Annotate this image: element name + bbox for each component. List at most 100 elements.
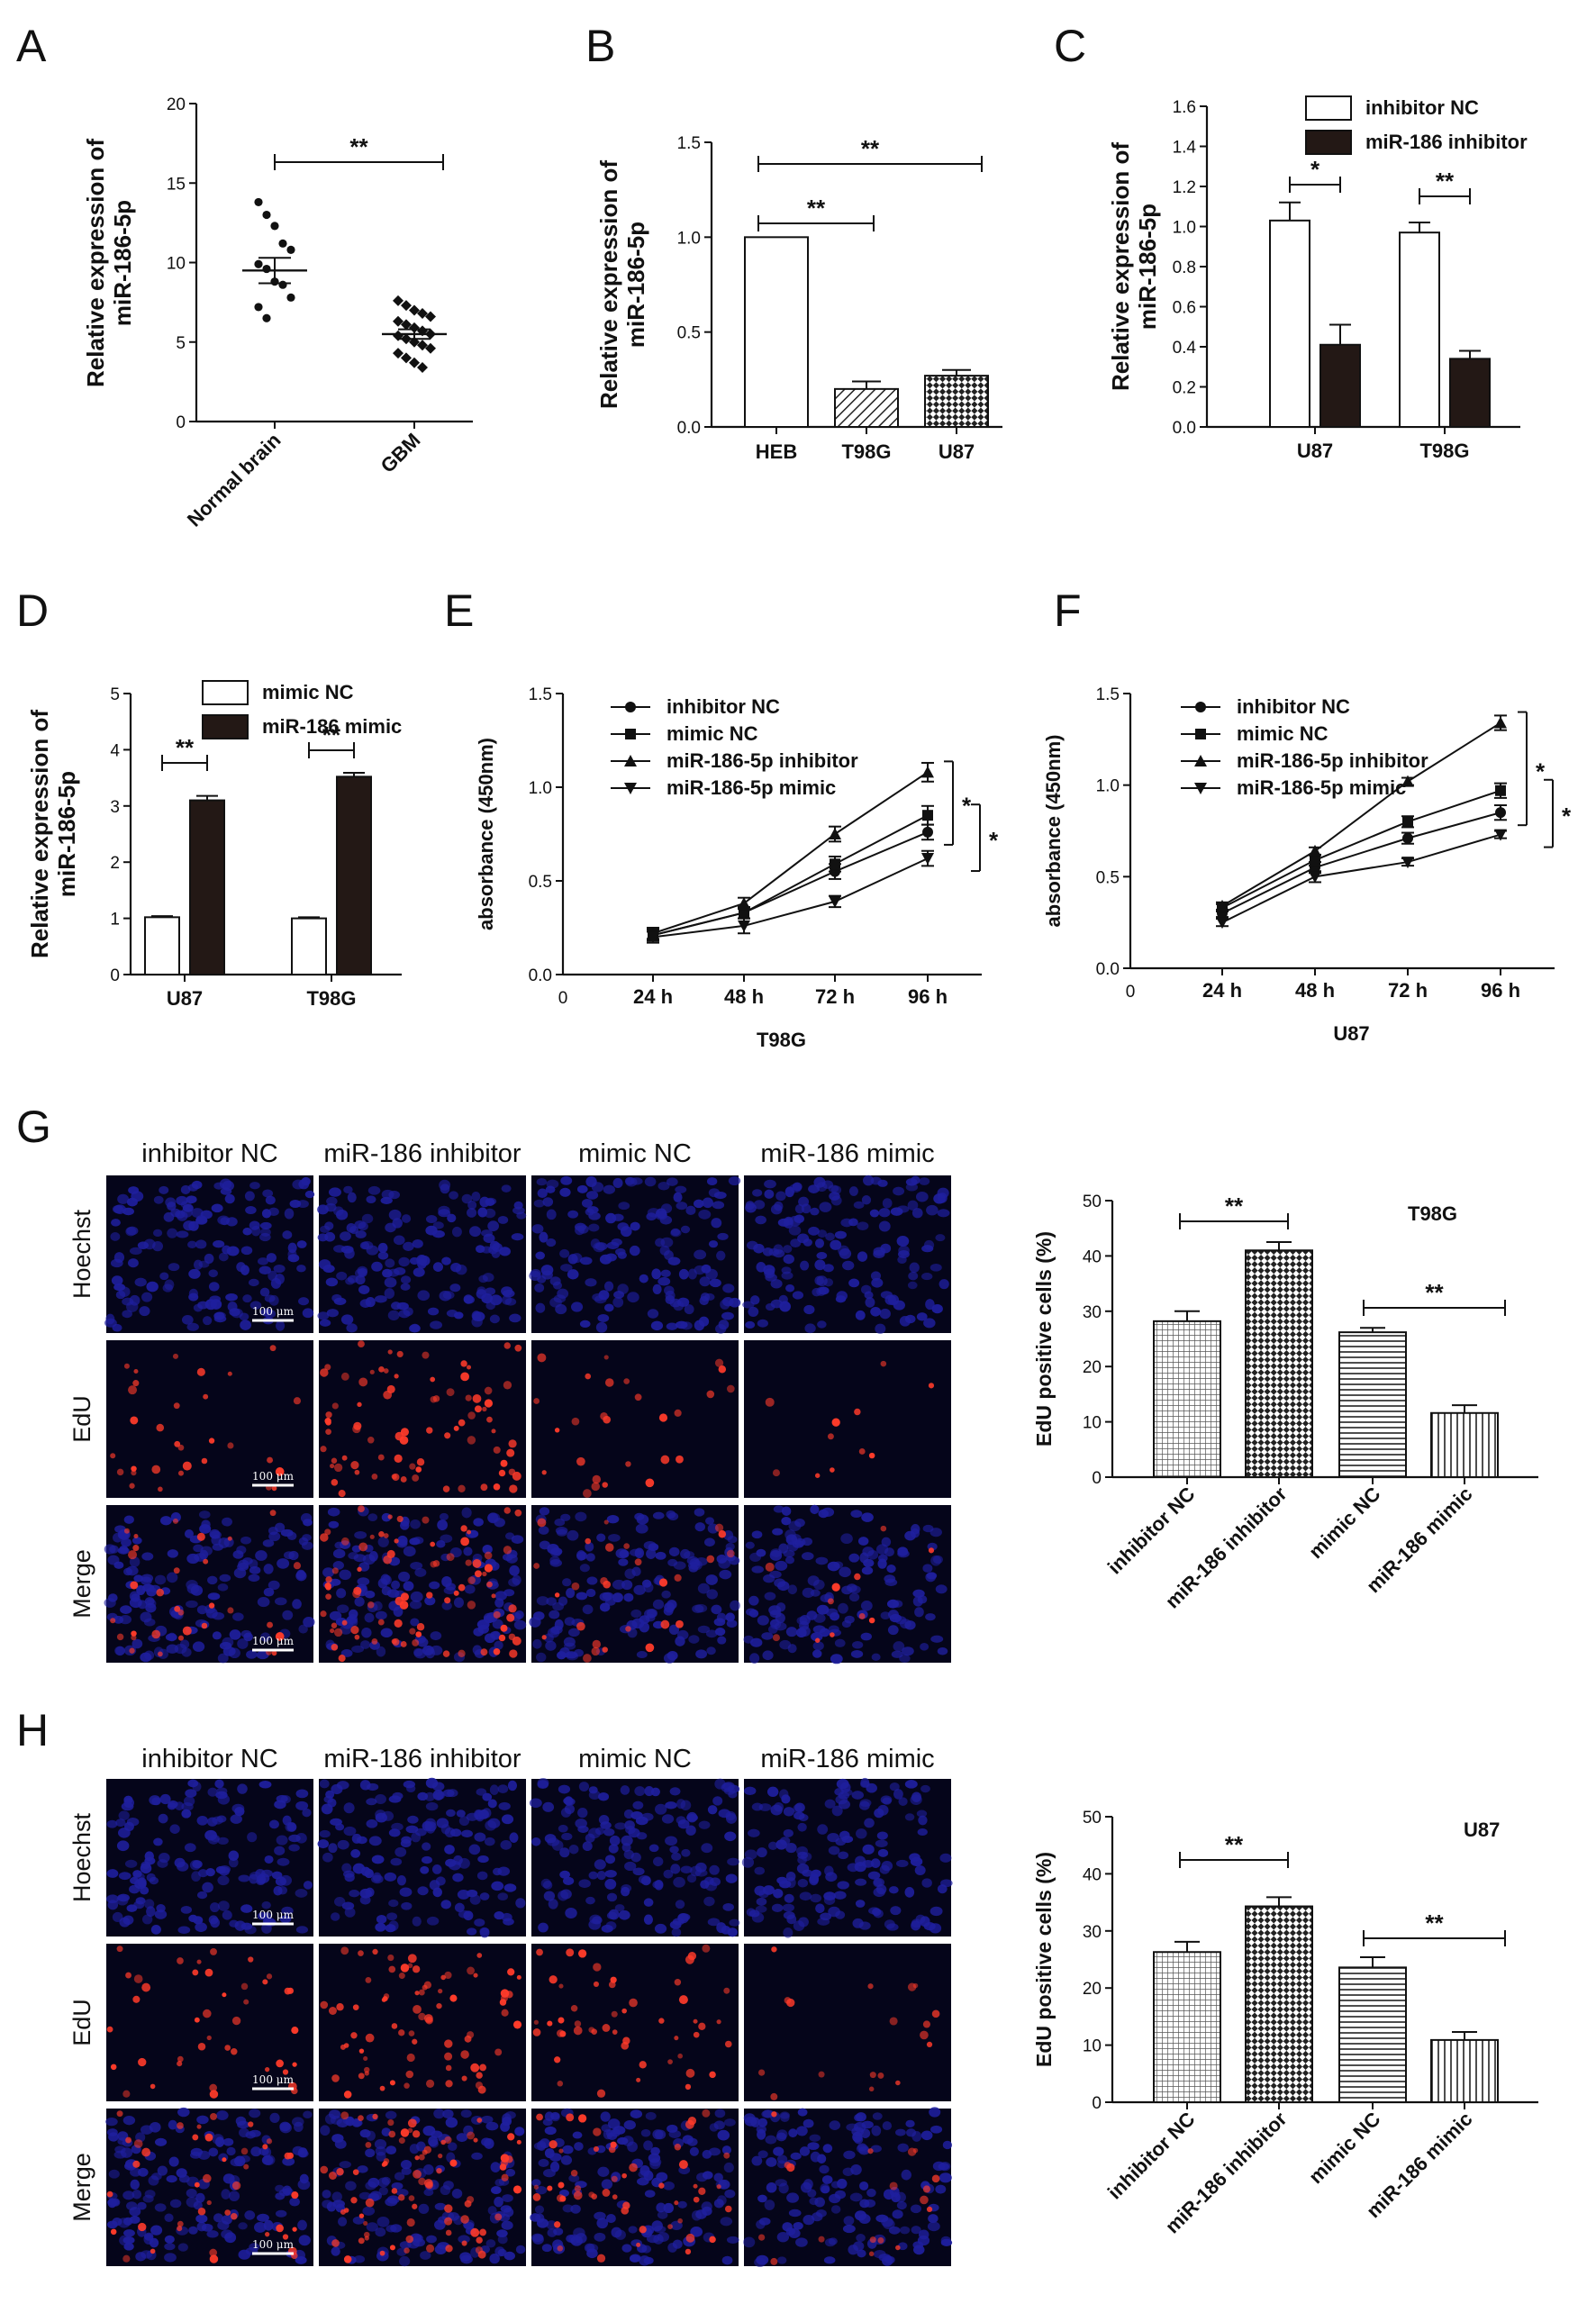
nucleus-blue — [296, 1240, 307, 1248]
nucleus-blue — [469, 1894, 481, 1905]
nucleus-blue — [119, 1545, 129, 1554]
nucleus-red — [486, 1416, 493, 1423]
nucleus-blue — [541, 2244, 552, 2253]
nucleus-blue — [821, 1507, 835, 1518]
nucleus-red — [467, 2196, 475, 2204]
nucleus-blue — [322, 1567, 335, 1578]
x-tick-label: 72 h — [815, 985, 855, 1008]
nucleus-blue — [535, 1302, 546, 1313]
nucleus-blue — [106, 1819, 118, 1828]
nucleus-red — [685, 2233, 695, 2243]
nucleus-blue — [207, 1592, 221, 1601]
micrograph-row-label: Hoechst — [68, 1209, 95, 1299]
nucleus-blue — [650, 1320, 664, 1331]
nucleus-blue — [904, 1887, 915, 1898]
nucleus-blue — [873, 1878, 883, 1888]
bar — [1245, 1249, 1313, 1479]
nucleus-blue — [354, 1596, 365, 1607]
nucleus-red — [706, 1390, 715, 1399]
x-category-label: inhibitor NC — [1103, 2108, 1200, 2204]
nucleus-blue — [781, 1794, 791, 1804]
nucleus-blue — [835, 1794, 848, 1805]
nucleus-red — [482, 1571, 487, 1577]
nucleus-blue — [726, 1619, 738, 1628]
nucleus-blue — [269, 2112, 280, 2124]
nucleus-red — [330, 1463, 335, 1469]
nucleus-blue — [232, 1612, 244, 1621]
nucleus-red — [331, 1479, 339, 1486]
nucleus-red — [533, 1398, 540, 1404]
nucleus-blue — [560, 1175, 573, 1185]
nucleus-red — [784, 1997, 792, 2004]
nucleus-red — [926, 2206, 933, 2213]
nucleus-blue — [578, 1782, 590, 1792]
nucleus-red — [460, 2215, 469, 2224]
nucleus-blue — [676, 1816, 686, 1825]
nucleus-blue — [188, 2226, 198, 2235]
nucleus-blue — [345, 2181, 357, 2191]
micrograph-image — [530, 2108, 739, 2266]
nucleus-red — [276, 2224, 284, 2233]
nucleus-blue — [657, 1276, 671, 1286]
nucleus-blue — [794, 1537, 806, 1546]
nucleus-blue — [559, 1187, 571, 1197]
legend-label: inhibitor NC — [1237, 695, 1350, 718]
nucleus-blue — [667, 2124, 678, 2133]
nucleus-red — [438, 2153, 443, 2159]
nucleus-blue — [286, 1822, 297, 1832]
nucleus-red — [209, 2090, 219, 2099]
nucleus-blue — [925, 1613, 936, 1621]
nucleus-blue — [359, 1895, 371, 1905]
nucleus-blue — [857, 1537, 869, 1546]
nucleus-blue — [937, 1884, 948, 1894]
nucleus-red — [596, 2254, 606, 2263]
nucleus-blue — [332, 1561, 345, 1570]
nucleus-blue — [630, 1811, 643, 1820]
x-category-label: U87 — [1297, 440, 1333, 462]
nucleus-red — [320, 2000, 329, 2009]
nucleus-blue — [698, 1820, 711, 1829]
nucleus-red — [208, 1438, 215, 1444]
nucleus-blue — [144, 2232, 154, 2241]
nucleus-blue — [650, 1787, 660, 1797]
nucleus-blue — [108, 2169, 120, 2179]
nucleus-blue — [783, 1245, 793, 1254]
nucleus-red — [400, 1641, 407, 1647]
nucleus-blue — [167, 1549, 178, 1558]
nucleus-red — [203, 1393, 209, 1400]
nucleus-red — [475, 2082, 484, 2090]
nucleus-blue — [198, 1510, 211, 1519]
nucleus-blue — [757, 2118, 768, 2127]
nucleus-blue — [385, 1222, 396, 1233]
nucleus-red — [206, 2200, 212, 2206]
nucleus-blue — [799, 1891, 812, 1901]
nucleus-blue — [702, 1197, 713, 1209]
nucleus-red — [602, 2189, 611, 2197]
nucleus-blue — [721, 1311, 734, 1320]
nucleus-blue — [222, 1909, 232, 1920]
nucleus-red — [133, 1368, 139, 1374]
nucleus-blue — [225, 1217, 238, 1227]
nucleus-blue — [187, 1240, 197, 1249]
nucleus-red — [698, 2022, 706, 2030]
y-axis-title-line: miR-186-5p — [53, 771, 80, 897]
y-tick-label: 30 — [1083, 1303, 1102, 1322]
nucleus-red — [358, 1377, 368, 1387]
nucleus-blue — [875, 1839, 888, 1848]
nucleus-red — [399, 1601, 409, 1610]
nucleus-red — [506, 1613, 515, 1622]
nucleus-blue — [827, 1833, 839, 1843]
nucleus-blue — [514, 1610, 524, 1619]
nucleus-blue — [611, 1238, 622, 1247]
nucleus-blue — [511, 1233, 524, 1241]
nucleus-blue — [817, 1824, 829, 1835]
nucleus-blue — [729, 1297, 741, 1308]
nucleus-blue — [149, 1876, 159, 1885]
nucleus-blue — [467, 1927, 477, 1936]
y-tick-label: 5 — [176, 334, 186, 353]
nucleus-red — [262, 2144, 268, 2150]
y-tick-label: 0.5 — [529, 873, 552, 892]
nucleus-blue — [376, 1914, 387, 1924]
nucleus-blue — [881, 1860, 893, 1872]
